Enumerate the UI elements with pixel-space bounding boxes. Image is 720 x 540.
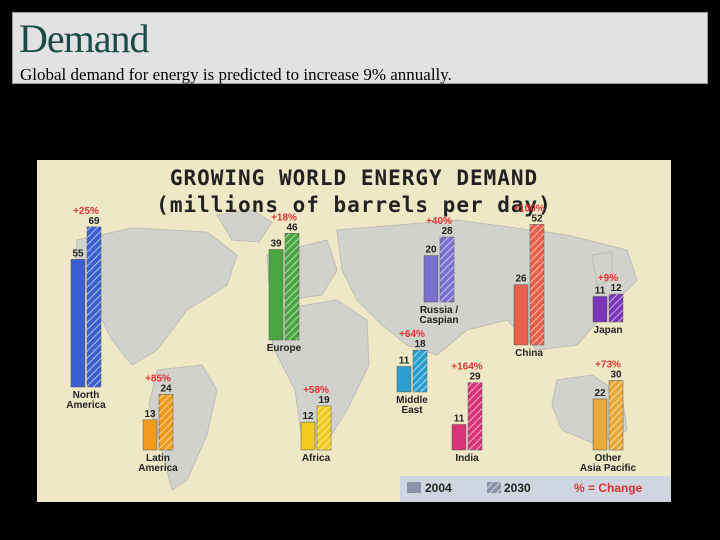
value-label-2004-russia-caspian: 20 <box>425 245 437 256</box>
bar-2030-hatch-india <box>468 382 482 450</box>
change-label-other-asia-pacific: +73% <box>595 359 621 370</box>
bar-2030-hatch-latin-america <box>159 394 173 450</box>
value-label-2030-other-asia-pacific: 30 <box>610 369 622 380</box>
bar-2030-hatch-other-asia-pacific <box>609 380 623 450</box>
value-label-2030-africa: 19 <box>318 395 330 406</box>
legend-label-2004: 2004 <box>425 481 452 495</box>
bar-2004-latin-america <box>142 419 158 451</box>
energy-demand-figure: GROWING WORLD ENERGY DEMAND (millions of… <box>37 160 671 502</box>
value-label-2004-china: 26 <box>515 274 527 285</box>
region-label-africa-line-1: Africa <box>302 453 331 464</box>
change-label-russia-caspian: +40% <box>426 216 452 227</box>
value-label-2004-india: 11 <box>454 413 465 424</box>
region-label-russia-caspian-line-2: Caspian <box>420 315 459 326</box>
value-label-2030-russia-caspian: 28 <box>441 226 453 237</box>
value-label-2030-china: 52 <box>531 213 543 224</box>
region-label-latin-america-line-2: America <box>138 463 178 474</box>
chart-title: GROWING WORLD ENERGY DEMAND <box>169 166 539 190</box>
change-label-japan: +9% <box>598 273 618 284</box>
legend-swatch-2004 <box>407 482 421 493</box>
change-label-north-america: +25% <box>73 206 99 217</box>
bar-2004-china <box>513 284 529 346</box>
bar-2030-hatch-russia-caspian <box>440 237 454 302</box>
bar-2030-hatch-africa <box>317 405 331 450</box>
value-label-2030-europe: 46 <box>286 222 298 233</box>
region-label-india-line-1: India <box>455 453 479 464</box>
change-label-latin-america: +85% <box>145 373 171 384</box>
region-label-north-america-line-2: America <box>66 400 106 411</box>
change-label-europe: +18% <box>271 212 297 223</box>
bar-2004-india <box>451 424 467 451</box>
region-label-middle-east-line-1: Middle <box>396 395 428 406</box>
value-label-2030-north-america: 69 <box>88 216 100 227</box>
bar-2004-russia-caspian <box>423 255 439 303</box>
value-label-2004-africa: 12 <box>302 411 314 422</box>
change-label-china: +100% <box>513 203 545 214</box>
region-label-russia-caspian-line-1: Russia / <box>420 305 459 316</box>
value-label-2004-other-asia-pacific: 22 <box>594 388 606 399</box>
bar-2004-africa <box>300 421 316 451</box>
value-label-2004-latin-america: 13 <box>144 409 156 420</box>
legend-swatch-2030-hatch <box>487 482 501 493</box>
value-label-2004-north-america: 55 <box>72 248 84 259</box>
bar-2004-europe <box>268 249 284 341</box>
bar-2030-hatch-japan <box>609 294 623 322</box>
bar-2030-hatch-north-america <box>87 226 101 387</box>
region-label-china-line-1: China <box>515 348 543 359</box>
bar-2004-japan <box>592 296 608 323</box>
legend-label-2030: 2030 <box>504 481 531 495</box>
change-label-india: +164% <box>451 362 483 373</box>
change-label-africa: +58% <box>303 385 329 396</box>
change-label-middle-east: +64% <box>399 329 425 340</box>
region-label-europe-line-1: Europe <box>267 343 302 354</box>
bar-2030-hatch-europe <box>285 233 299 340</box>
region-label-other-asia-pacific-line-1: Other <box>595 453 622 464</box>
value-label-2004-japan: 11 <box>595 285 606 296</box>
bar-chart: 5569+25%NorthAmerica3946+18%Europe2028+4… <box>66 203 671 502</box>
region-label-latin-america-line-1: Latin <box>146 453 170 464</box>
slide-title: Demand <box>19 16 150 61</box>
chart-subtitle: (millions of barrels per day) <box>156 193 552 217</box>
region-label-middle-east-line-2: East <box>401 405 423 416</box>
value-label-2030-middle-east: 18 <box>414 339 426 350</box>
bar-2030-hatch-china <box>530 224 544 345</box>
legend-box <box>400 476 671 502</box>
region-label-other-asia-pacific-line-2: Asia Pacific <box>580 463 637 474</box>
value-label-2030-japan: 12 <box>610 283 622 294</box>
world-map-background <box>74 209 638 491</box>
slide-subtitle: Global demand for energy is predicted to… <box>20 65 452 84</box>
region-label-north-america-line-1: North <box>73 390 100 401</box>
slide-header: Demand Global demand for energy is predi… <box>12 12 708 84</box>
bar-2004-other-asia-pacific <box>592 398 608 451</box>
bar-2004-north-america <box>70 259 86 388</box>
value-label-2004-europe: 39 <box>270 239 282 250</box>
value-label-2030-india: 29 <box>469 372 481 383</box>
region-label-japan-line-1: Japan <box>594 325 623 336</box>
legend-change-note: % = Change <box>574 481 643 495</box>
bar-2004-middle-east <box>396 366 412 393</box>
bar-2030-hatch-middle-east <box>413 350 427 392</box>
value-label-2004-middle-east: 11 <box>399 355 410 366</box>
value-label-2030-latin-america: 24 <box>160 383 172 394</box>
